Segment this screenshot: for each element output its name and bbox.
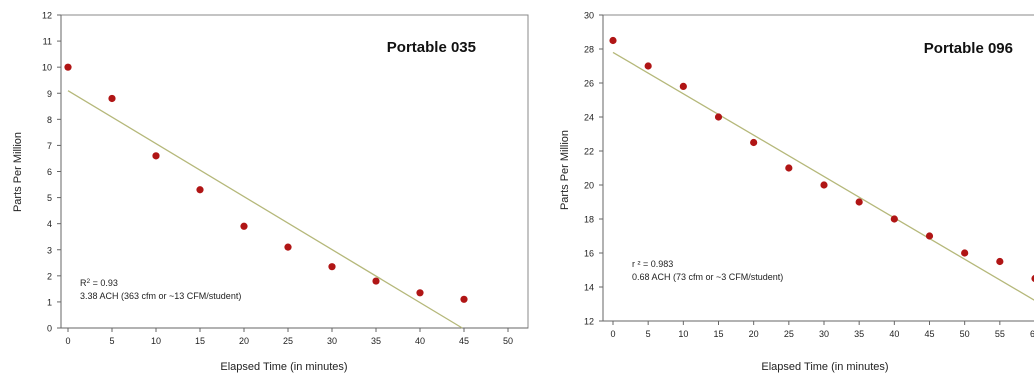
data-point — [460, 295, 468, 303]
y-tick-label: 12 — [584, 317, 594, 327]
x-tick-label: 45 — [924, 329, 934, 339]
data-point — [996, 257, 1004, 266]
y-tick-label: 7 — [47, 141, 52, 151]
y-tick-label: 16 — [584, 249, 594, 259]
y-tick-label: 18 — [584, 215, 594, 225]
data-point — [644, 62, 652, 70]
x-ticks: 0 5 10 15 20 25 30 35 40 45 50 55 60 — [610, 321, 1034, 339]
y-tick-label: 1 — [47, 297, 52, 307]
data-point — [961, 249, 969, 257]
x-tick-label: 50 — [503, 336, 513, 346]
r-squared-annotation: r ² = 0.983 — [632, 259, 673, 269]
data-point — [679, 82, 687, 90]
x-tick-label: 35 — [854, 329, 864, 339]
x-tick-label: 15 — [713, 329, 723, 339]
y-tick-label: 9 — [47, 89, 52, 99]
x-tick-label: 20 — [239, 336, 249, 346]
x-ticks: 0 5 10 15 20 25 30 35 40 45 50 — [65, 328, 513, 346]
data-point — [152, 152, 160, 160]
y-axis-label: Parts Per Million — [12, 132, 24, 212]
y-tick-label: 28 — [584, 45, 594, 55]
x-axis-label: Elapsed Time (in minutes) — [220, 361, 347, 373]
data-point — [714, 113, 723, 121]
data-point — [240, 222, 248, 230]
x-tick-label: 0 — [65, 336, 70, 346]
r-squared-prefix: R — [80, 278, 87, 288]
x-tick-label: 10 — [151, 336, 161, 346]
y-tick-label: 6 — [47, 167, 52, 177]
data-point — [609, 36, 617, 45]
data-point — [328, 263, 336, 271]
ach-annotation: 3.38 ACH (363 cfm or ~13 CFM/student) — [80, 291, 241, 301]
data-point — [750, 138, 758, 147]
data-point — [416, 289, 424, 297]
data-point — [925, 232, 934, 240]
x-tick-label: 50 — [960, 329, 970, 339]
ach-annotation: 0.68 ACH (73 cfm or ~3 CFM/student) — [632, 272, 783, 282]
y-tick-label: 3 — [47, 245, 52, 255]
r-squared-annotation: R2 = 0.93 — [80, 278, 118, 288]
y-tick-label: 12 — [42, 11, 52, 21]
trendline — [67, 90, 463, 329]
x-tick-label: 35 — [371, 336, 381, 346]
trendline — [612, 51, 1034, 301]
data-points — [64, 63, 468, 303]
x-tick-label: 10 — [678, 329, 688, 339]
x-tick-label: 25 — [283, 336, 293, 346]
data-point — [855, 198, 863, 206]
y-tick-label: 30 — [584, 11, 594, 21]
y-tick-label: 11 — [43, 37, 52, 47]
x-tick-label: 5 — [646, 329, 651, 339]
x-tick-label: 5 — [109, 336, 114, 346]
x-tick-label: 60 — [1030, 329, 1034, 339]
chart-title: Portable 096 — [924, 40, 1013, 57]
x-axis-label: Elapsed Time (in minutes) — [761, 361, 888, 373]
data-points — [609, 36, 1034, 282]
data-point — [64, 63, 72, 71]
data-point — [785, 164, 793, 172]
y-axis-label: Parts Per Million — [559, 130, 571, 210]
x-tick-label: 55 — [995, 329, 1005, 339]
chart-portable-096: 12 14 16 18 20 22 24 26 28 30 0 5 10 15 20 25 30 35 40 45 5… — [559, 11, 1034, 373]
y-tick-label: 26 — [584, 79, 594, 89]
y-tick-label: 20 — [584, 181, 594, 191]
data-point — [890, 215, 898, 223]
plot-border — [60, 14, 529, 329]
y-tick-label: 10 — [42, 63, 52, 73]
y-tick-label: 0 — [47, 324, 52, 334]
y-ticks: 12 14 16 18 20 22 24 26 28 30 — [584, 11, 603, 327]
x-tick-label: 30 — [327, 336, 337, 346]
x-tick-label: 15 — [195, 336, 205, 346]
x-tick-label: 0 — [610, 329, 615, 339]
x-tick-label: 40 — [415, 336, 425, 346]
data-point — [1031, 275, 1034, 282]
x-tick-label: 25 — [784, 329, 794, 339]
data-point — [108, 94, 116, 103]
r-squared-exp: 2 — [87, 278, 91, 285]
y-tick-label: 5 — [47, 193, 52, 203]
x-tick-label: 20 — [749, 329, 759, 339]
y-tick-label: 4 — [47, 219, 52, 229]
chart-title: Portable 035 — [387, 39, 476, 56]
data-point — [196, 186, 204, 194]
y-tick-label: 22 — [584, 147, 594, 157]
y-tick-label: 24 — [584, 113, 594, 123]
data-point — [284, 243, 292, 251]
data-point — [820, 181, 828, 189]
x-tick-label: 40 — [889, 329, 899, 339]
y-tick-label: 14 — [584, 283, 594, 293]
y-tick-label: 8 — [47, 115, 52, 125]
data-point — [372, 277, 380, 285]
x-tick-label: 45 — [459, 336, 469, 346]
r-squared-value: = 0.93 — [90, 278, 118, 288]
x-tick-label: 30 — [819, 329, 829, 339]
y-tick-label: 2 — [47, 271, 52, 281]
